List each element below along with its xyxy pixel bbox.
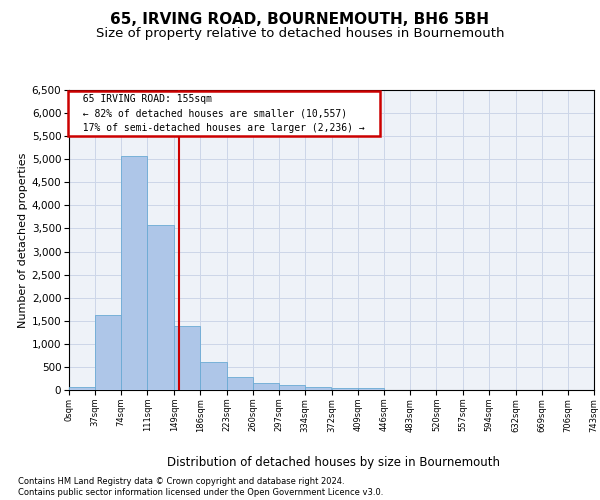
Bar <box>148 225 173 390</box>
Bar <box>305 386 331 390</box>
Bar <box>95 315 121 390</box>
Bar <box>332 388 358 390</box>
Bar <box>69 387 95 390</box>
Text: 65, IRVING ROAD, BOURNEMOUTH, BH6 5BH: 65, IRVING ROAD, BOURNEMOUTH, BH6 5BH <box>110 12 490 28</box>
Bar <box>279 385 305 390</box>
Bar <box>174 326 200 390</box>
Bar <box>200 362 227 390</box>
Bar <box>121 156 148 390</box>
Bar <box>358 388 384 390</box>
Text: Contains HM Land Registry data © Crown copyright and database right 2024.: Contains HM Land Registry data © Crown c… <box>18 476 344 486</box>
Y-axis label: Number of detached properties: Number of detached properties <box>17 152 28 328</box>
Bar <box>253 383 279 390</box>
Text: Contains public sector information licensed under the Open Government Licence v3: Contains public sector information licen… <box>18 488 383 497</box>
Bar <box>227 376 253 390</box>
Text: Size of property relative to detached houses in Bournemouth: Size of property relative to detached ho… <box>96 28 504 40</box>
Text: Distribution of detached houses by size in Bournemouth: Distribution of detached houses by size … <box>167 456 500 469</box>
Text: 65 IRVING ROAD: 155sqm  
  ← 82% of detached houses are smaller (10,557)  
  17%: 65 IRVING ROAD: 155sqm ← 82% of detached… <box>71 94 377 134</box>
